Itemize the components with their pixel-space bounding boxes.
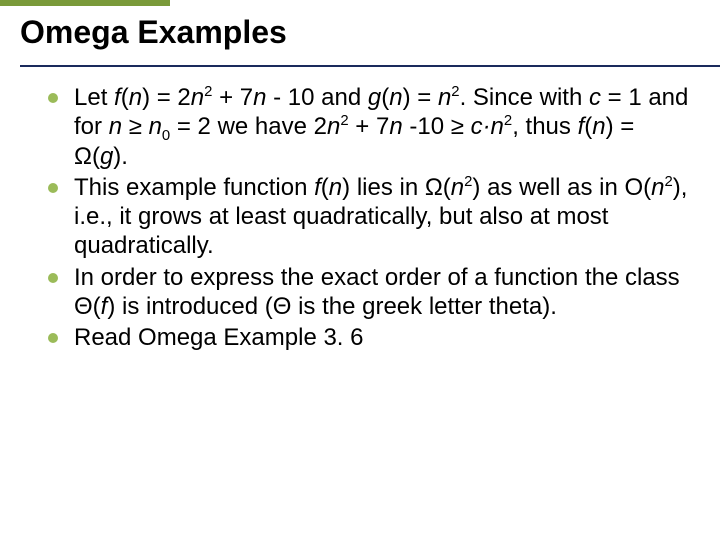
title-underline	[20, 65, 720, 67]
bullet-list: Let f(n) = 2n2 + 7n - 10 and g(n) = n2. …	[48, 83, 690, 352]
accent-bar	[0, 0, 170, 6]
content-area: Let f(n) = 2n2 + 7n - 10 and g(n) = n2. …	[0, 67, 720, 352]
list-item: Let f(n) = 2n2 + 7n - 10 and g(n) = n2. …	[48, 83, 690, 171]
title-block: Omega Examples	[0, 0, 720, 67]
slide-title: Omega Examples	[20, 14, 720, 59]
list-item: Read Omega Example 3. 6	[48, 323, 690, 352]
slide: Omega Examples Let f(n) = 2n2 + 7n - 10 …	[0, 0, 720, 540]
list-item: This example function f(n) lies in Ω(n2)…	[48, 173, 690, 261]
list-item: In order to express the exact order of a…	[48, 263, 690, 322]
